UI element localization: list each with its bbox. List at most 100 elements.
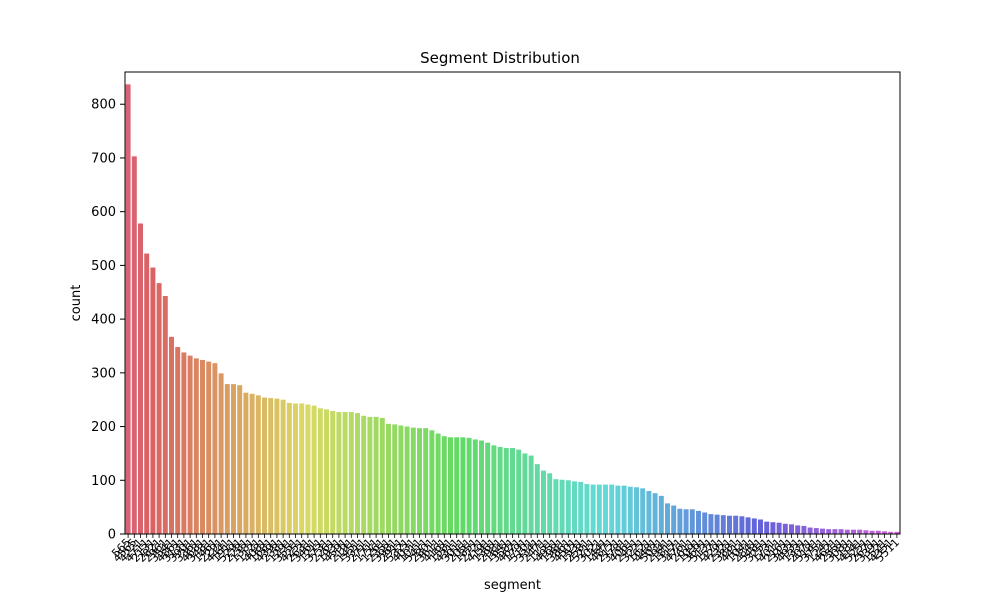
bar bbox=[534, 464, 540, 534]
bar bbox=[342, 412, 348, 534]
bar bbox=[894, 531, 900, 534]
bar bbox=[150, 267, 156, 534]
bar bbox=[820, 528, 825, 534]
bar bbox=[584, 484, 590, 534]
bar bbox=[485, 442, 491, 534]
bars-layer bbox=[125, 84, 900, 535]
bar bbox=[888, 531, 894, 534]
bar bbox=[851, 529, 856, 534]
bar bbox=[640, 488, 646, 534]
bar bbox=[193, 358, 199, 534]
bar bbox=[293, 403, 298, 534]
bar bbox=[782, 523, 788, 534]
bar bbox=[789, 524, 794, 534]
bar bbox=[355, 413, 360, 534]
bar bbox=[386, 423, 391, 534]
bar bbox=[212, 363, 218, 534]
bar bbox=[838, 529, 844, 534]
bar bbox=[733, 515, 739, 534]
chart-title: Segment Distribution bbox=[420, 49, 580, 67]
bar bbox=[863, 530, 869, 534]
bar bbox=[609, 484, 615, 534]
bar bbox=[237, 385, 243, 534]
bar bbox=[882, 531, 887, 534]
x-axis: 5654565422147112131282129613541486131313… bbox=[109, 534, 902, 565]
bar bbox=[162, 296, 168, 534]
y-axis-label: count bbox=[69, 285, 84, 322]
bar bbox=[826, 529, 832, 534]
bar bbox=[764, 521, 770, 534]
bar bbox=[813, 528, 819, 534]
bar bbox=[677, 508, 683, 534]
bar bbox=[491, 445, 497, 534]
bar bbox=[169, 336, 174, 534]
bar bbox=[417, 428, 422, 534]
bar bbox=[200, 359, 205, 534]
bar bbox=[578, 481, 584, 534]
bar bbox=[448, 437, 453, 534]
bar bbox=[739, 516, 745, 534]
y-tick-label: 300 bbox=[91, 366, 116, 381]
bar bbox=[218, 373, 224, 534]
bar bbox=[658, 495, 664, 534]
bar bbox=[138, 223, 143, 535]
bar bbox=[683, 509, 689, 534]
y-tick-label: 800 bbox=[91, 98, 116, 113]
bar bbox=[156, 283, 162, 534]
y-tick-label: 400 bbox=[91, 313, 116, 328]
bar bbox=[621, 485, 627, 534]
bar bbox=[280, 399, 286, 534]
bar bbox=[844, 529, 850, 534]
bar bbox=[125, 84, 131, 535]
bar bbox=[131, 156, 137, 534]
bar bbox=[367, 416, 373, 534]
bar bbox=[627, 486, 633, 534]
bar bbox=[745, 517, 751, 534]
bar bbox=[206, 361, 212, 534]
bar bbox=[454, 437, 460, 534]
bar bbox=[565, 480, 571, 534]
bar bbox=[770, 522, 776, 534]
bar bbox=[714, 514, 720, 534]
y-axis: 0 100 200 300 400 500 600 700 800 bbox=[91, 98, 125, 543]
bar bbox=[187, 355, 193, 534]
bar bbox=[553, 479, 559, 534]
bar bbox=[392, 424, 398, 534]
y-tick-label: 600 bbox=[91, 205, 116, 220]
bar bbox=[286, 402, 292, 534]
bar bbox=[541, 470, 546, 534]
bar bbox=[801, 525, 807, 534]
bar bbox=[224, 384, 230, 534]
bar bbox=[596, 484, 602, 534]
bar bbox=[875, 530, 881, 534]
bar bbox=[528, 455, 534, 534]
bar bbox=[708, 514, 714, 534]
bar bbox=[373, 416, 379, 534]
bar bbox=[410, 427, 416, 534]
bar bbox=[646, 491, 652, 534]
bar bbox=[348, 412, 354, 534]
bar bbox=[398, 425, 404, 534]
bar bbox=[479, 440, 484, 534]
bar bbox=[262, 397, 267, 534]
bar bbox=[460, 437, 466, 534]
bar bbox=[231, 384, 236, 534]
bar bbox=[720, 515, 726, 534]
bar bbox=[299, 403, 305, 534]
bar bbox=[665, 503, 670, 534]
bar bbox=[429, 430, 435, 534]
bar bbox=[311, 405, 317, 534]
bar bbox=[572, 481, 577, 534]
x-axis-label: segment bbox=[484, 578, 541, 593]
bar bbox=[702, 512, 708, 534]
bar bbox=[249, 393, 255, 534]
bar bbox=[144, 253, 150, 534]
bar bbox=[305, 404, 311, 534]
bar bbox=[175, 347, 181, 534]
bar bbox=[634, 487, 639, 534]
bar bbox=[379, 417, 385, 534]
bar bbox=[727, 515, 732, 534]
bar bbox=[671, 505, 677, 534]
